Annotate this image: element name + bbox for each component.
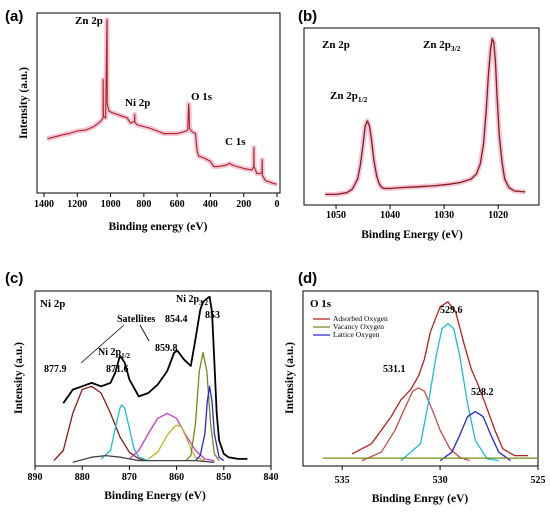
panel-c-label-859-8: 859.8	[155, 343, 178, 354]
panel-a-series	[46, 17, 278, 187]
x-tick-label: 1030	[434, 210, 454, 221]
x-tick-label: 600	[170, 199, 185, 210]
series-line-0	[351, 301, 529, 457]
x-tick-label: 525	[531, 475, 546, 486]
panel-a-x-axis-label: Binding energy (eV)	[108, 221, 207, 233]
panel-a: (a) Intensity (a.u.) Binding energy (eV)…	[5, 8, 281, 233]
panel-c-label-ni2p12: Ni 2p1/2	[98, 347, 131, 360]
series-line-1	[361, 387, 470, 462]
panel-c-letter: (c)	[5, 270, 23, 287]
x-tick-label: 1000	[101, 199, 121, 210]
panel-d-letter: (d)	[298, 270, 317, 287]
x-tick-label: 0	[275, 199, 280, 210]
panel-d-series	[322, 301, 538, 462]
panel-d-y-axis-label: Intensity (a.u.)	[284, 342, 296, 414]
panel-c-label-satellites: Satellites	[117, 314, 155, 325]
panel-b-label-zn2p32-base: Zn 2p	[423, 39, 451, 51]
panel-a-label-c1s: C 1s	[225, 136, 246, 148]
panel-c-label-ni2p32-sub: 3/2	[199, 299, 208, 307]
x-tick-label: 1020	[488, 210, 508, 221]
x-tick-label: 880	[75, 472, 90, 483]
panel-b-letter: (b)	[298, 8, 317, 25]
panel-d-x-axis-label: Binding Enrgy (eV)	[372, 493, 469, 505]
panel-c-satellite-arrow-859	[139, 324, 150, 342]
panel-b-label-zn2p32-sub: 3/2	[451, 44, 461, 53]
panel-b-label-zn2p12-sub: 1/2	[358, 95, 368, 104]
x-tick-label: 800	[136, 199, 151, 210]
panel-c-label-853: 853	[205, 310, 220, 321]
panel-d-x-ticks: 535 530 525	[335, 466, 546, 486]
panel-c-label-871-6: 871.6	[106, 364, 129, 375]
panel-c-satellite-arrows	[80, 324, 150, 364]
panel-d-label-531-1: 531.1	[383, 364, 406, 375]
panel-c-y-axis-label: Intensity (a.u.)	[13, 342, 25, 414]
x-tick-label: 840	[264, 472, 279, 483]
x-tick-label: 860	[169, 472, 184, 483]
x-tick-label: 1050	[326, 210, 346, 221]
series-halo	[46, 17, 278, 187]
series-line-3	[439, 410, 511, 462]
panel-a-label-ni2p: Ni 2p	[125, 97, 150, 109]
series-line-3	[128, 412, 215, 462]
panel-b: (b) Binding Energy (eV) 1050 1040 1030 1020…	[298, 8, 540, 241]
panel-b-label-zn2p12-base: Zn 2p	[330, 90, 358, 102]
panel-d-plot-frame	[302, 290, 539, 467]
panel-c: (c) Intensity (a.u.) Binding Energy (eV)…	[5, 270, 279, 502]
panel-c-label-854-4: 854.4	[165, 314, 188, 325]
panel-a-y-axis-label: Intensity (a.u.)	[18, 67, 30, 139]
series-line-5	[185, 351, 220, 462]
series-line-0	[62, 295, 248, 460]
x-tick-label: 535	[335, 475, 350, 486]
panel-d-label-529-6: 529.6	[440, 305, 463, 316]
legend-label-lattice: Lattice Oxygen	[333, 330, 380, 339]
x-tick-label: 870	[122, 472, 137, 483]
panel-a-label-o1s: O 1s	[191, 91, 213, 103]
x-tick-label: 530	[433, 475, 448, 486]
panel-c-x-ticks: 890 880 870 860 850 840	[28, 466, 279, 483]
panel-a-plot-frame	[36, 12, 281, 194]
panel-b-series	[325, 36, 526, 197]
panel-d-title: O 1s	[310, 298, 332, 310]
panel-b-title: Zn 2p	[322, 39, 350, 51]
panel-c-x-axis-label: Binding Energy (eV)	[104, 490, 206, 502]
panel-c-satellite-arrow-877	[80, 324, 125, 364]
x-tick-label: 1400	[34, 199, 54, 210]
panel-c-label-ni2p32-base: Ni 2p	[176, 294, 200, 305]
legend-label-vacancy: Vacancy Oxygen	[333, 322, 384, 331]
panel-b-x-axis-label: Binding Energy (eV)	[361, 229, 463, 241]
legend-label-adsorbed: Adsorbed Oxygen	[333, 314, 388, 323]
x-tick-label: 1040	[380, 210, 400, 221]
panel-b-x-ticks: 1050 1040 1030 1020	[326, 205, 508, 221]
series-line-1	[53, 385, 149, 462]
panel-b-label-zn2p12: Zn 2p1/2	[330, 90, 368, 104]
panel-c-label-877-9: 877.9	[44, 364, 67, 375]
panel-c-label-ni2p12-sub: 1/2	[121, 352, 130, 360]
series-line-2	[100, 404, 149, 462]
panel-c-series	[53, 295, 248, 463]
panel-b-label-zn2p32: Zn 2p3/2	[423, 39, 461, 53]
panel-a-x-ticks: 1400 1200 1000 800 600 400 200 0	[34, 193, 280, 210]
series-line-6	[195, 385, 225, 462]
x-tick-label: 400	[203, 199, 218, 210]
panel-b-plot-frame	[303, 27, 540, 206]
series-line-0	[47, 19, 277, 185]
series-line-2	[400, 323, 499, 462]
series-line-7	[72, 454, 215, 463]
panel-c-label-ni2p12-base: Ni 2p	[98, 347, 122, 358]
x-tick-label: 1200	[67, 199, 87, 210]
panel-d-label-528-2: 528.2	[471, 387, 494, 398]
panel-a-letter: (a)	[5, 8, 23, 25]
panel-a-label-zn2p: Zn 2p	[75, 15, 103, 27]
x-tick-label: 890	[28, 472, 43, 483]
series-line-0	[325, 38, 526, 196]
panel-c-plot-frame	[34, 290, 272, 467]
panel-c-title: Ni 2p	[40, 298, 65, 310]
panel-d: (d) Intensity (a.u.) Binding Enrgy (eV) …	[284, 270, 546, 505]
x-tick-label: 200	[236, 199, 251, 210]
series-line-4	[147, 424, 206, 462]
panel-d-legend: Adsorbed Oxygen Vacancy Oxygen Lattice O…	[313, 314, 388, 339]
x-tick-label: 850	[216, 472, 231, 483]
panel-c-label-ni2p32: Ni 2p3/2	[176, 294, 209, 307]
